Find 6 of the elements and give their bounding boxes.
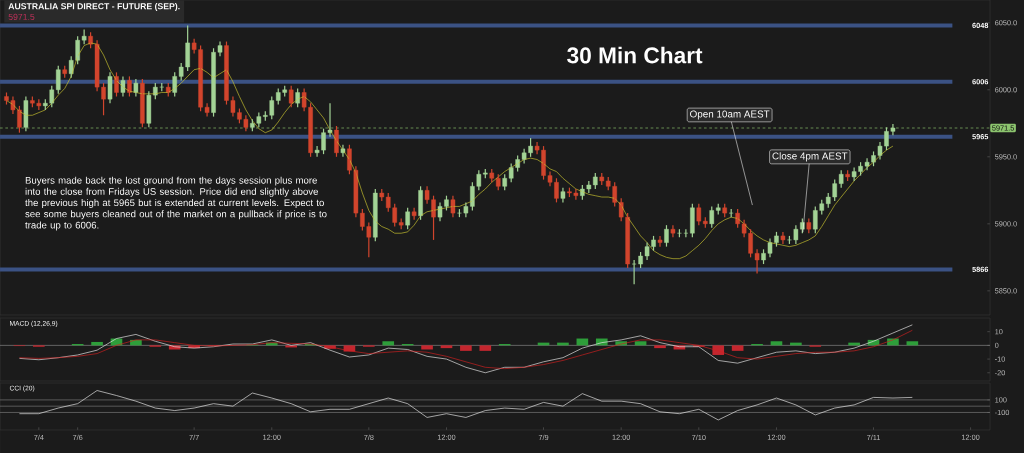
- text: 5971.5: [8, 13, 35, 20]
- annotation: Close 4pm AEST: [772, 152, 848, 162]
- annotation: 30 Min Chart: [567, 46, 703, 64]
- annotation: Buyers made back the lost ground from the days session plus more into the close from Fridays US session. Price did end slightly above the previous high at 5965 but is extended at current levels. Expect to see some buyers cleaned out of the market on a pullback if price is to trade up to 6006.: [25, 176, 327, 231]
- chart-title: AUSTRALIA SPI DIRECT - FUTURE (SEP).: [8, 2, 180, 11]
- annotation: Open 10am AEST: [690, 110, 770, 120]
